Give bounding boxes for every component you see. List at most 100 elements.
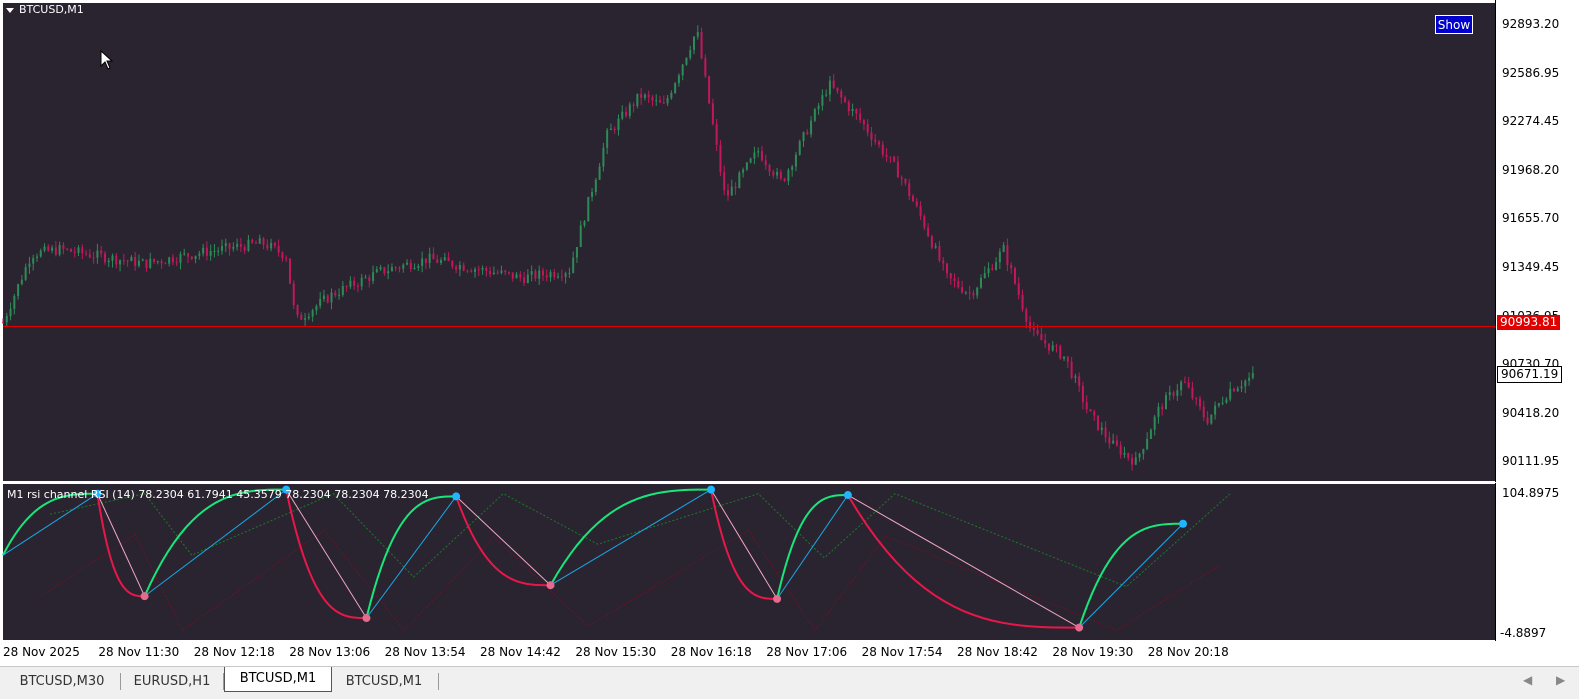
candle-body <box>1029 321 1032 329</box>
candle-body <box>1146 438 1149 450</box>
candle-body <box>798 141 801 155</box>
candle-body <box>1236 388 1239 392</box>
candle-body <box>908 183 911 197</box>
candle-body <box>1202 406 1205 418</box>
candle-body <box>24 267 27 280</box>
rsi-up-segment <box>2 492 98 556</box>
candle-body <box>413 267 416 269</box>
candle-body <box>519 274 522 278</box>
candle-body <box>1168 392 1171 396</box>
candle-body <box>840 91 843 98</box>
candle-body <box>1225 399 1228 403</box>
candle-body <box>1021 295 1024 310</box>
mouse-cursor-icon <box>100 49 114 70</box>
candle-body <box>1161 406 1164 410</box>
rsi-down-segment <box>455 496 551 587</box>
candle-body <box>251 239 254 243</box>
tab-scroll-left-icon[interactable]: ◀ <box>1523 673 1533 687</box>
candle-body <box>202 247 205 254</box>
tab-btcusd-m1-active[interactable]: BTCUSD,M1 <box>224 667 332 692</box>
candle-body <box>991 268 994 270</box>
candle-body <box>794 154 797 167</box>
candle-body <box>659 100 662 103</box>
tab-separator <box>223 673 224 690</box>
price-axis[interactable] <box>1495 0 1579 482</box>
candle-body <box>575 247 578 258</box>
candle-body <box>957 280 960 288</box>
dropdown-triangle-icon[interactable] <box>6 7 14 13</box>
candle-body <box>1149 429 1152 439</box>
candle-body <box>632 104 635 107</box>
candle-body <box>9 308 12 317</box>
candle-body <box>1244 380 1247 387</box>
candle-body <box>443 257 446 261</box>
candle-body <box>458 264 461 270</box>
candle-body <box>787 170 790 181</box>
candle-body <box>296 305 299 315</box>
candle-body <box>813 109 816 121</box>
candle-body <box>1066 356 1069 362</box>
candle-body <box>455 266 458 270</box>
candle-body <box>1036 329 1039 335</box>
candle-body <box>141 259 144 261</box>
candle-body <box>900 177 903 179</box>
rsi-low-dot <box>362 614 371 623</box>
tab-eurusd-h1[interactable]: EURUSD,H1 <box>133 674 211 689</box>
candle-body <box>821 95 824 106</box>
candle-body <box>432 253 435 260</box>
candle-body <box>681 64 684 76</box>
candle-body <box>504 270 507 272</box>
tab-btcusd-m1[interactable]: BTCUSD,M1 <box>345 674 423 689</box>
rsi-up-segment <box>549 488 712 586</box>
candle-body <box>398 267 401 269</box>
candle-body <box>923 216 926 228</box>
candle-body <box>651 97 654 101</box>
candle-body <box>1240 386 1243 389</box>
candle-body <box>281 252 284 259</box>
candle-body <box>1191 387 1194 399</box>
rsi-indicator-pane[interactable] <box>3 484 1495 640</box>
candle-body <box>847 101 850 112</box>
candle-body <box>662 102 665 104</box>
candle-body <box>85 253 88 255</box>
show-button[interactable]: Show <box>1435 15 1473 34</box>
candle-body <box>613 128 616 131</box>
price-axis-label: 90418.20 <box>1502 405 1560 420</box>
candle-body <box>474 269 476 272</box>
candle-body <box>300 314 303 320</box>
time-axis-label: 28 Nov 19:30 <box>1052 645 1134 659</box>
candle-body <box>500 270 503 273</box>
candle-body <box>836 87 839 92</box>
time-axis[interactable] <box>0 641 1495 665</box>
candle-body <box>587 196 590 222</box>
symbol-title-text: BTCUSD,M1 <box>19 3 84 16</box>
candle-body <box>953 278 956 281</box>
candle-body <box>477 269 480 271</box>
candle-body <box>946 263 948 274</box>
candle-body <box>598 166 601 180</box>
price-axis-label: 92893.20 <box>1502 17 1560 31</box>
candle-body <box>470 270 473 272</box>
tab-scroll-right-icon[interactable]: ▶ <box>1556 673 1566 687</box>
candle-body <box>288 258 291 284</box>
time-axis-label: 28 Nov 16:18 <box>670 645 752 659</box>
candle-body <box>772 171 775 176</box>
candle-body <box>742 169 745 173</box>
candle-body <box>20 279 23 285</box>
candle-body <box>319 298 322 306</box>
tab-btcusd-m30[interactable]: BTCUSD,M30 <box>19 674 105 689</box>
candle-body <box>1074 376 1077 378</box>
candle-body <box>1138 453 1141 458</box>
candle-body <box>545 275 548 278</box>
candle-body <box>757 151 760 153</box>
candle-body <box>976 287 979 296</box>
candle-body <box>417 265 420 268</box>
rsi-signal-line <box>50 493 1231 588</box>
indicator-axis[interactable] <box>1495 483 1579 641</box>
candle-body <box>760 151 763 161</box>
candle-body <box>243 246 246 251</box>
candle-body <box>1006 245 1009 265</box>
candle-body <box>1232 388 1235 392</box>
zigzag-line <box>2 493 98 556</box>
candle-body <box>647 94 650 98</box>
